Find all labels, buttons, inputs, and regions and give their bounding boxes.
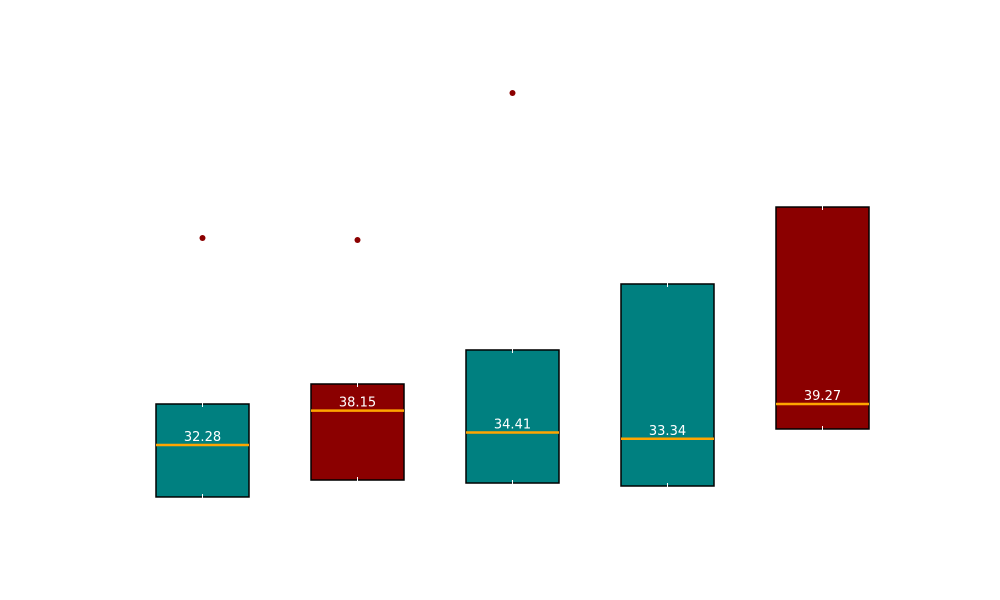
box [310,383,405,481]
box [465,349,560,484]
median-label: 33.34 [649,424,686,439]
flier [354,236,361,243]
box [155,403,250,498]
flier [509,89,516,96]
median-label: 38.15 [339,396,376,411]
median-label: 34.41 [494,418,531,433]
box [620,283,715,487]
flier [199,234,206,241]
median-label: 32.28 [184,430,221,445]
box [775,206,870,430]
median-label: 39.27 [804,389,841,404]
